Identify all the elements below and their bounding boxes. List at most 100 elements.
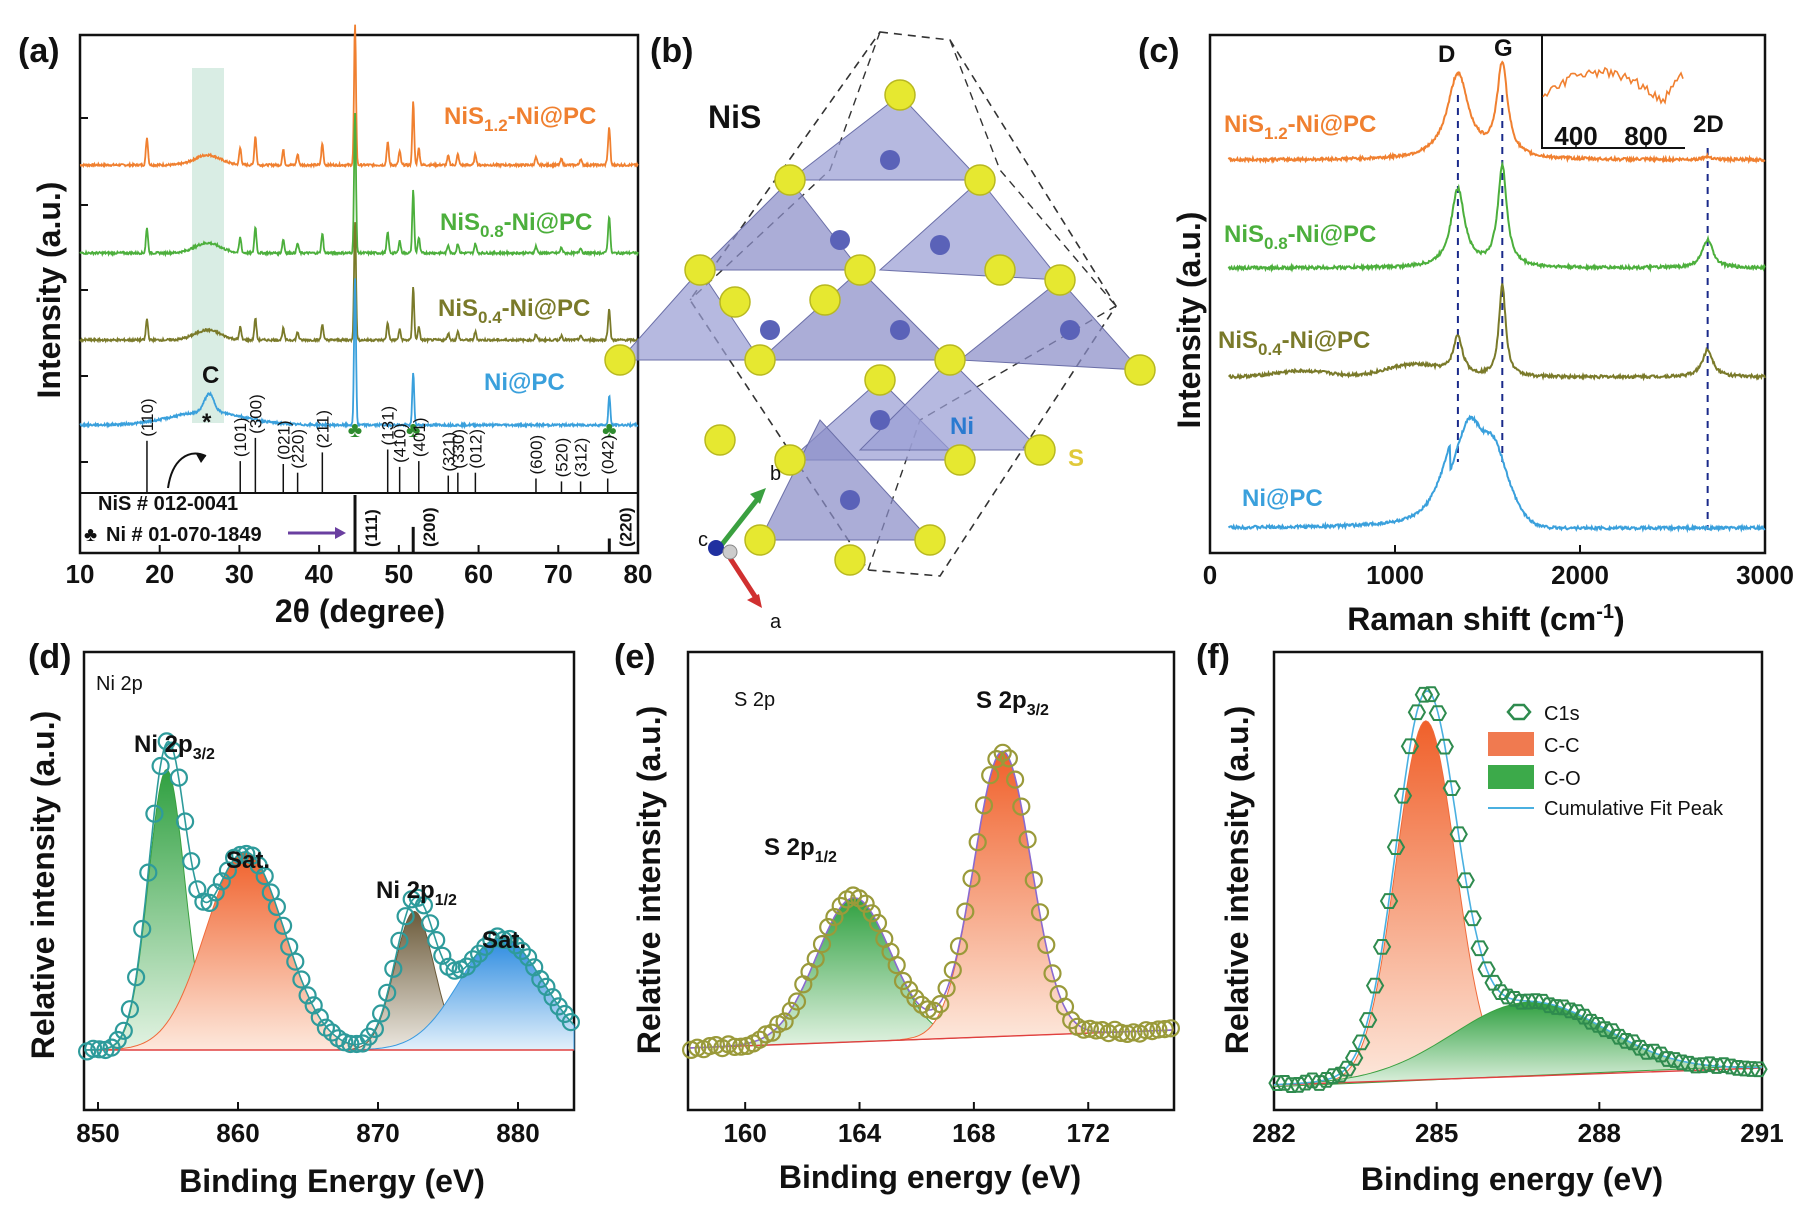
ni-hkl-label: (220) (616, 507, 635, 547)
legend-cc-label: C-C (1544, 735, 1580, 757)
data-marker (1379, 893, 1399, 909)
ni-atom (930, 235, 950, 255)
panel-c-inset: 400 800 (1541, 35, 1685, 151)
s-atom (604, 344, 636, 376)
s-atom (984, 254, 1016, 286)
data-marker (1707, 1058, 1726, 1074)
data-marker (974, 796, 994, 815)
s-atom (884, 79, 916, 111)
data-marker (1651, 1046, 1671, 1063)
panel-c-ylabel: Intensity (a.u.) (1171, 212, 1207, 429)
data-marker (1365, 977, 1385, 994)
nis-hkl-label: (042) (599, 435, 618, 475)
x-tick-label: 288 (1578, 1118, 1621, 1148)
data-marker (1324, 1068, 1343, 1085)
carbon-peak-label: C (202, 362, 219, 389)
data-marker (494, 930, 513, 950)
panel-a-frame (78, 33, 640, 555)
s-atom (774, 164, 806, 196)
data-marker (1018, 830, 1037, 849)
data-marker (1470, 940, 1489, 957)
raman-curve-Ni@PC (1227, 414, 1766, 534)
x-tick-label: 1000 (1366, 560, 1424, 590)
data-marker (243, 846, 262, 865)
x-tick-label: 50 (384, 559, 413, 589)
data-marker (1428, 705, 1447, 722)
data-marker (906, 989, 925, 1008)
s-atom (704, 424, 736, 456)
data-marker (1435, 738, 1454, 755)
ni-atom (830, 230, 850, 250)
data-marker (212, 872, 231, 891)
data-marker (1155, 1019, 1174, 1039)
panel-c-label: (c) (1138, 32, 1180, 70)
nis-hkl-label: (220) (289, 429, 308, 469)
data-marker (1358, 1012, 1378, 1028)
panel-e-xlabel: Binding energy (eV) (779, 1159, 1081, 1195)
series-label-nipc: Ni@PC (484, 369, 565, 396)
atom-label-s: S (1068, 445, 1084, 472)
peak-label-s2p32: S 2p3/2 (976, 687, 1049, 719)
data-marker (200, 893, 219, 913)
data-marker (169, 768, 188, 787)
data-marker (1700, 1056, 1719, 1073)
xrd-curve-NiS0.4-Ni@PC (79, 222, 639, 345)
data-marker (194, 892, 213, 911)
nis-hkl-label: (520) (552, 438, 571, 478)
data-marker (1012, 797, 1031, 816)
data-marker (114, 1021, 133, 1040)
data-marker (512, 941, 532, 961)
data-marker (561, 1012, 581, 1032)
data-marker (163, 741, 182, 760)
s-atom (744, 344, 776, 376)
panel-e-plot: 160 164 168 172 (681, 650, 1181, 1148)
atom-label-ni: Ni (950, 413, 974, 440)
data-marker (323, 1023, 342, 1042)
nis-hkl-label: (211) (313, 410, 332, 448)
data-marker (365, 1019, 384, 1039)
panel-d-ylabel: Relative intensity (a.u.) (25, 711, 61, 1060)
nis-polyhedron (788, 94, 982, 181)
s-atom (934, 344, 966, 376)
data-marker (1728, 1060, 1747, 1076)
nis-polyhedron (878, 179, 1062, 281)
data-marker (1589, 1016, 1608, 1033)
x-tick-label: 10 (66, 559, 95, 589)
axis-c-label: c (698, 529, 708, 551)
data-marker (700, 1036, 719, 1056)
carbon-peak-star: * (202, 409, 212, 436)
data-marker (427, 930, 446, 950)
panel-a-axes: 10 20 30 40 50 60 70 80 (66, 33, 652, 589)
data-marker (1386, 839, 1406, 855)
panel-c-curves (1227, 60, 1766, 534)
data-marker (372, 1004, 391, 1023)
x-tick-label: 870 (356, 1118, 399, 1148)
series-label-nis12: NiS1.2-Ni@PC (444, 103, 596, 135)
data-marker (206, 883, 225, 902)
data-marker (1561, 1002, 1580, 1019)
data-marker (84, 1039, 103, 1058)
x-tick-label: 880 (496, 1118, 539, 1148)
data-marker (1149, 1020, 1168, 1039)
reference-nis-label: NiS # 012-0041 (98, 493, 238, 515)
data-marker (1037, 935, 1056, 955)
panel-e-s2p: (e) 160 164 168 172 S 2p Relative intensity… (614, 638, 1181, 1195)
data-marker (862, 904, 881, 923)
s-atom (1024, 434, 1056, 466)
data-marker (1074, 1020, 1093, 1039)
peak-label-ni2p32: Ni 2p3/2 (134, 731, 215, 763)
data-marker (1456, 872, 1475, 889)
panel-c-frame (1208, 33, 1767, 555)
peak-label-sat-1: Sat. (226, 847, 270, 874)
ni-hkl-label: (200) (420, 507, 439, 547)
nis-hkl-label: (131) (379, 406, 398, 446)
data-marker (310, 1008, 329, 1027)
data-marker (1679, 1055, 1698, 1072)
data-marker (463, 950, 482, 969)
nis-hkl-label: (110) (138, 398, 157, 436)
data-marker (1161, 1019, 1181, 1038)
data-marker (1582, 1013, 1601, 1030)
data-marker (731, 1037, 751, 1056)
data-marker (1030, 903, 1050, 922)
